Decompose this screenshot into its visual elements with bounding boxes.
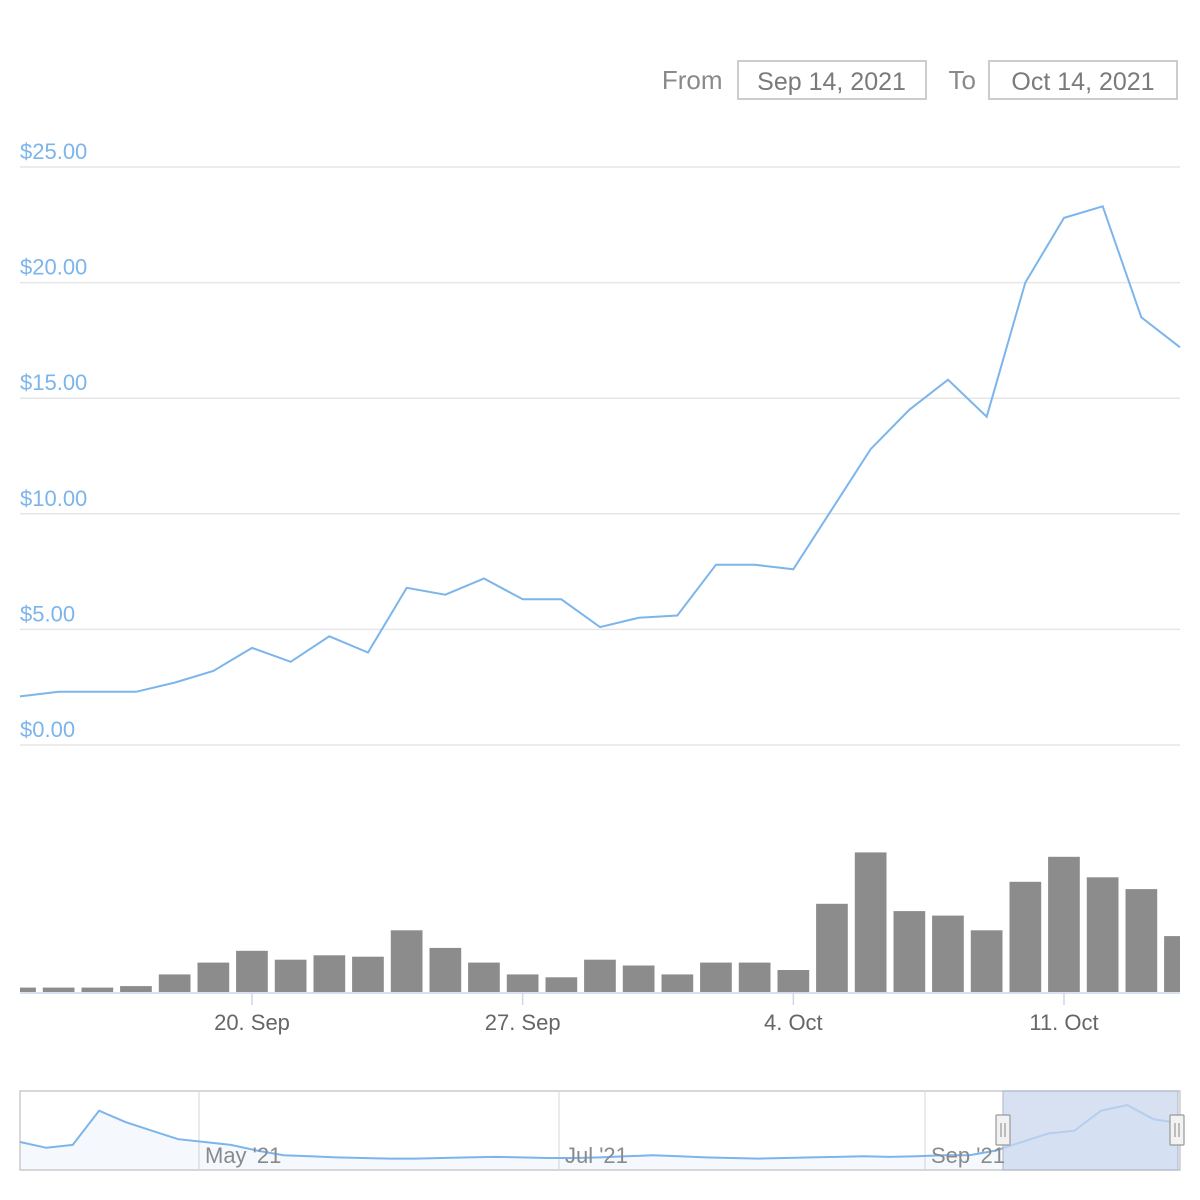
y-axis-labels: $0.00 $5.00 $10.00 $15.00 $20.00 $25.00	[20, 139, 87, 742]
volume-bar	[429, 947, 462, 992]
volume-bar	[777, 970, 810, 993]
volume-bar	[274, 959, 307, 992]
handle-grip	[995, 1114, 1011, 1146]
y-tick-label: $15.00	[20, 370, 87, 395]
volume-bar	[545, 977, 578, 992]
volume-bar	[313, 955, 346, 993]
volume-bar	[42, 987, 75, 992]
navigator-selected-range[interactable]	[1002, 1090, 1179, 1171]
from-label: From	[661, 64, 723, 95]
volume-bar	[1009, 881, 1042, 993]
navigator-labels: May '21 Jul '21 Sep '21	[205, 1143, 1005, 1168]
volume-bar	[1086, 877, 1119, 992]
volume-bar	[816, 903, 848, 992]
handle-grip	[1169, 1114, 1185, 1146]
volume-bar	[1164, 936, 1180, 992]
price-series-line	[19, 205, 1181, 698]
volume-bar	[506, 974, 539, 992]
volume-bar	[390, 930, 423, 992]
navigator-tick-label: May '21	[205, 1143, 281, 1168]
volume-bar	[20, 987, 36, 992]
volume-bar	[197, 962, 230, 992]
volume-bar	[1048, 856, 1080, 992]
volume-bar	[854, 852, 887, 993]
x-tick-label: 27. Sep	[485, 1010, 561, 1035]
x-tick-label: 4. Oct	[764, 1010, 823, 1035]
volume-bar	[893, 911, 926, 992]
navigator[interactable]: May '21 Jul '21 Sep '21	[19, 1090, 1185, 1171]
volume-bar	[352, 956, 384, 992]
to-date-input[interactable]: Oct 14, 2021	[988, 60, 1178, 100]
volume-series	[20, 852, 1180, 993]
date-range-selector: From Sep 14, 2021 To Oct 14, 2021	[662, 60, 1178, 100]
volume-bar	[1125, 889, 1158, 992]
navigator-tick-label: Sep '21	[931, 1143, 1005, 1168]
navigator-right-handle[interactable]	[1169, 1114, 1185, 1146]
to-label: To	[948, 64, 976, 95]
x-axis-ticks: 20. Sep 27. Sep 4. Oct 11. Oct	[214, 993, 1099, 1035]
y-tick-label: $25.00	[20, 139, 87, 164]
y-gridlines	[20, 166, 1180, 746]
volume-bar	[970, 930, 1003, 992]
y-tick-label: $0.00	[20, 717, 75, 742]
from-date-input[interactable]: Sep 14, 2021	[736, 60, 927, 100]
volume-bar	[584, 959, 616, 992]
navigator-series-line	[19, 1103, 1181, 1160]
volume-bar	[700, 962, 732, 992]
navigator-left-handle[interactable]	[995, 1114, 1011, 1146]
x-tick-label: 20. Sep	[214, 1010, 290, 1035]
volume-bar	[932, 915, 964, 992]
volume-bar	[236, 950, 268, 992]
navigator-tick-label: Jul '21	[565, 1143, 628, 1168]
y-tick-label: $20.00	[20, 255, 87, 280]
volume-bar	[158, 974, 191, 992]
volume-bar	[468, 962, 500, 992]
volume-bar	[738, 962, 771, 992]
x-tick-label: 11. Oct	[1029, 1010, 1098, 1035]
y-tick-label: $5.00	[20, 601, 75, 626]
volume-bar	[120, 986, 152, 992]
volume-bar	[661, 974, 694, 992]
volume-bar	[81, 987, 114, 992]
volume-bar	[622, 965, 655, 992]
y-tick-label: $10.00	[20, 486, 87, 511]
